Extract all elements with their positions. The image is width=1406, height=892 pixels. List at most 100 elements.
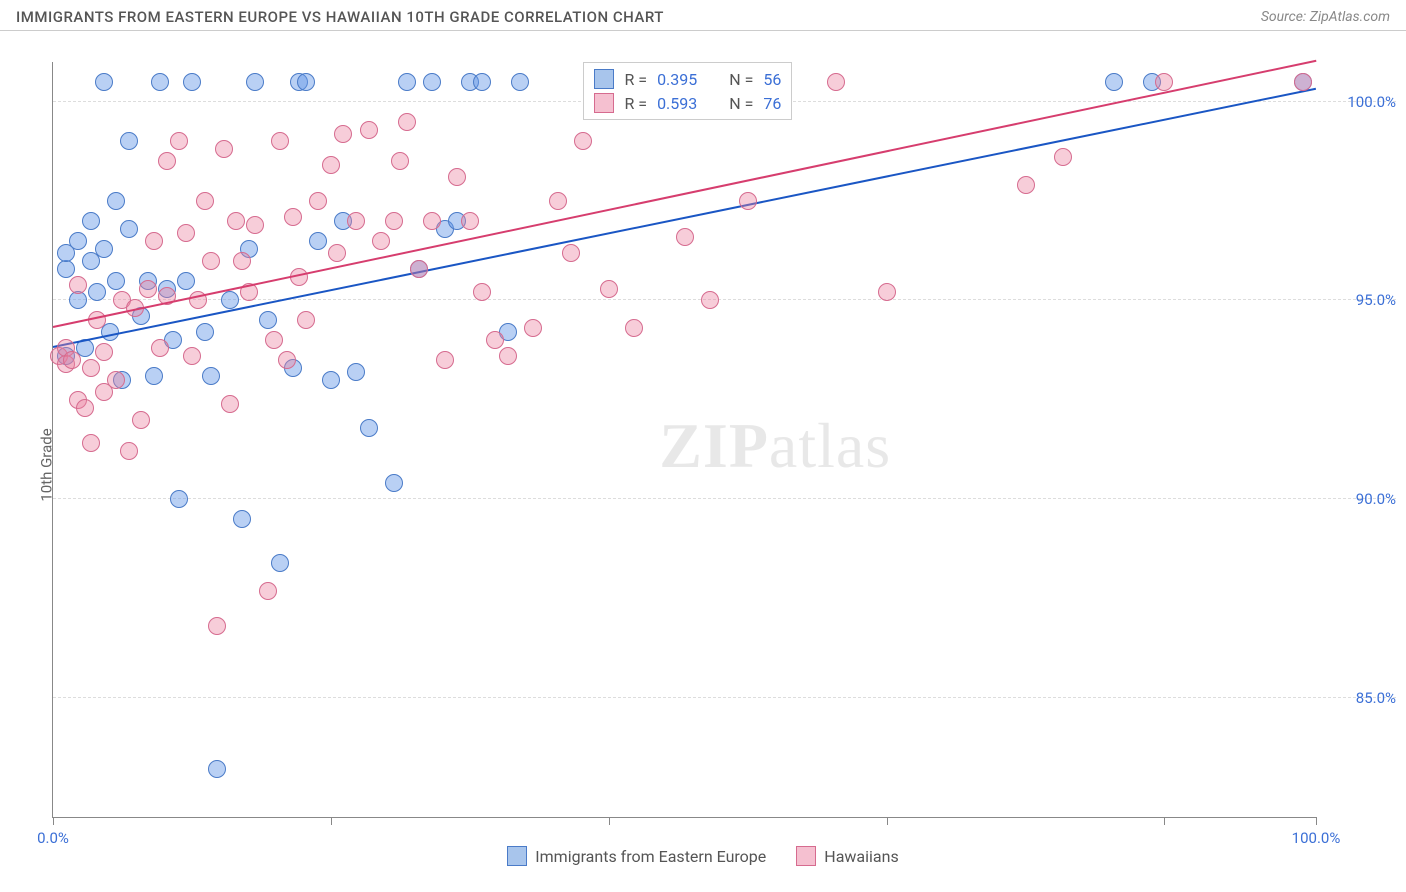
series-legend: Immigrants from Eastern Europe Hawaiians [0,846,1406,866]
scatter-point [347,212,365,230]
scatter-point [391,152,409,170]
scatter-point [107,371,125,389]
scatter-point [676,228,694,246]
r-label: R = [624,94,647,113]
n-value-0: 56 [763,70,781,89]
scatter-point [177,272,195,290]
scatter-point [221,395,239,413]
gridline [53,299,1396,300]
scatter-point [410,260,428,278]
legend-swatch-1 [796,846,816,866]
scatter-point [1054,148,1072,166]
scatter-point [196,192,214,210]
scatter-point [423,73,441,91]
scatter-point [151,73,169,91]
n-value-1: 76 [763,94,781,113]
y-tick-label: 85.0% [1326,689,1396,707]
legend-item-0: Immigrants from Eastern Europe [507,846,766,866]
scatter-point [208,760,226,778]
scatter-point [1017,176,1035,194]
series-swatch-0 [594,69,614,89]
scatter-point [196,323,214,341]
n-label: N = [729,94,753,113]
scatter-point [499,347,517,365]
scatter-point [701,291,719,309]
scatter-point [461,212,479,230]
scatter-point [69,276,87,294]
scatter-point [271,554,289,572]
x-tick-label: 100.0% [1292,829,1341,847]
r-value-0: 0.395 [657,70,697,89]
scatter-point [170,132,188,150]
scatter-point [322,156,340,174]
scatter-point [562,244,580,262]
scatter-point [233,252,251,270]
watermark: ZIPatlas [659,409,891,483]
scatter-point [183,347,201,365]
scatter-point [278,351,296,369]
watermark-light: atlas [769,410,891,481]
scatter-point [265,331,283,349]
scatter-point [600,280,618,298]
x-tick-label: 0.0% [37,829,69,847]
scatter-point [385,212,403,230]
scatter-point [549,192,567,210]
scatter-point [360,419,378,437]
scatter-point [63,351,81,369]
scatter-point [69,291,87,309]
y-tick-label: 100.0% [1326,93,1396,111]
scatter-point [227,212,245,230]
scatter-point [120,220,138,238]
scatter-point [423,212,441,230]
source-credit: Source: ZipAtlas.com [1261,9,1390,25]
n-label: N = [729,70,753,89]
plot-area: ZIPatlas R = 0.395 N = 56 R = 0.593 N = … [52,62,1316,818]
legend-label-1: Hawaiians [824,847,898,866]
scatter-point [158,152,176,170]
scatter-point [309,232,327,250]
watermark-bold: ZIP [659,410,769,481]
scatter-point [145,367,163,385]
scatter-point [95,240,113,258]
scatter-point [151,339,169,357]
y-tick-label: 90.0% [1326,490,1396,508]
scatter-point [347,363,365,381]
scatter-point [107,192,125,210]
scatter-point [208,617,226,635]
scatter-point [297,311,315,329]
scatter-point [448,168,466,186]
legend-item-1: Hawaiians [796,846,898,866]
scatter-point [297,73,315,91]
scatter-point [328,244,346,262]
scatter-point [177,224,195,242]
scatter-point [625,319,643,337]
chart-container: 10th Grade ZIPatlas R = 0.395 N = 56 R =… [0,38,1406,892]
scatter-point [878,283,896,301]
y-tick-label: 95.0% [1326,291,1396,309]
scatter-point [473,73,491,91]
scatter-point [271,132,289,150]
scatter-point [385,474,403,492]
scatter-point [132,411,150,429]
scatter-point [88,311,106,329]
scatter-point [76,399,94,417]
scatter-point [739,192,757,210]
scatter-point [202,367,220,385]
scatter-point [246,216,264,234]
scatter-point [284,208,302,226]
gridline [53,697,1396,698]
scatter-point [322,371,340,389]
chart-title: IMMIGRANTS FROM EASTERN EUROPE VS HAWAII… [16,8,664,26]
x-tick [331,817,332,825]
scatter-point [183,73,201,91]
scatter-point [334,125,352,143]
stats-row-0: R = 0.395 N = 56 [594,67,781,91]
scatter-point [259,582,277,600]
scatter-point [309,192,327,210]
scatter-point [221,291,239,309]
r-value-1: 0.593 [657,94,697,113]
x-tick [1316,817,1317,825]
scatter-point [170,490,188,508]
scatter-point [88,283,106,301]
r-label: R = [624,70,647,89]
